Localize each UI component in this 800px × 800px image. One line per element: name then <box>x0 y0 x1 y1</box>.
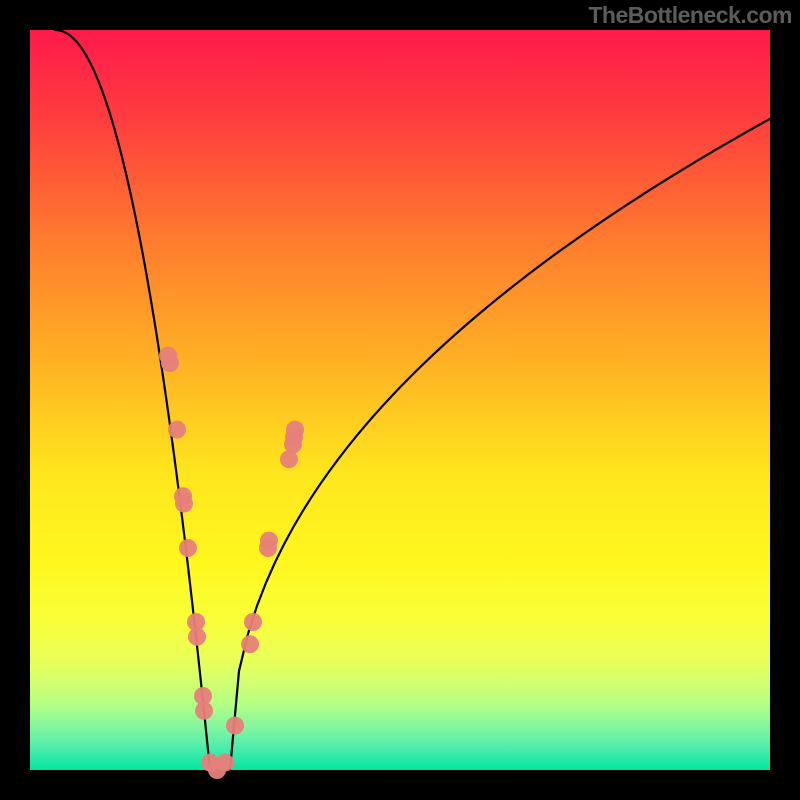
data-marker <box>175 495 193 513</box>
data-marker <box>187 613 205 631</box>
chart-container: TheBottleneck.com <box>0 0 800 800</box>
data-marker <box>161 354 179 372</box>
plot-background <box>30 30 770 770</box>
data-marker <box>286 421 304 439</box>
data-marker <box>244 613 262 631</box>
data-marker <box>260 532 278 550</box>
data-marker <box>195 702 213 720</box>
data-marker <box>241 635 259 653</box>
data-marker <box>168 421 186 439</box>
data-marker <box>216 754 234 772</box>
data-marker <box>226 717 244 735</box>
bottleneck-chart <box>0 0 800 800</box>
data-marker <box>179 539 197 557</box>
watermark-text: TheBottleneck.com <box>588 2 792 29</box>
